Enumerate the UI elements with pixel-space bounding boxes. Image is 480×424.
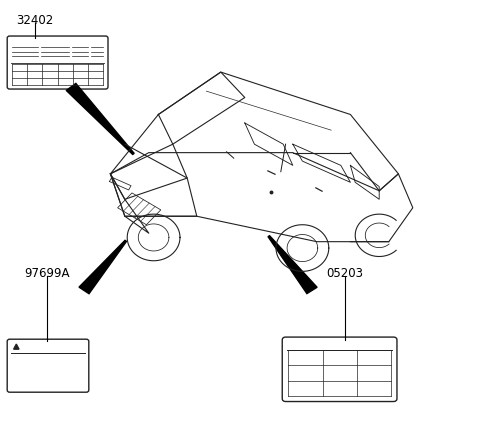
FancyBboxPatch shape — [282, 337, 397, 402]
Text: 32402: 32402 — [16, 14, 54, 27]
Text: 05203: 05203 — [326, 267, 363, 280]
Polygon shape — [66, 84, 134, 154]
Text: 97699A: 97699A — [24, 267, 70, 280]
Polygon shape — [13, 344, 19, 349]
Polygon shape — [79, 240, 127, 294]
FancyBboxPatch shape — [7, 36, 108, 89]
FancyBboxPatch shape — [7, 339, 89, 392]
Polygon shape — [268, 236, 317, 293]
